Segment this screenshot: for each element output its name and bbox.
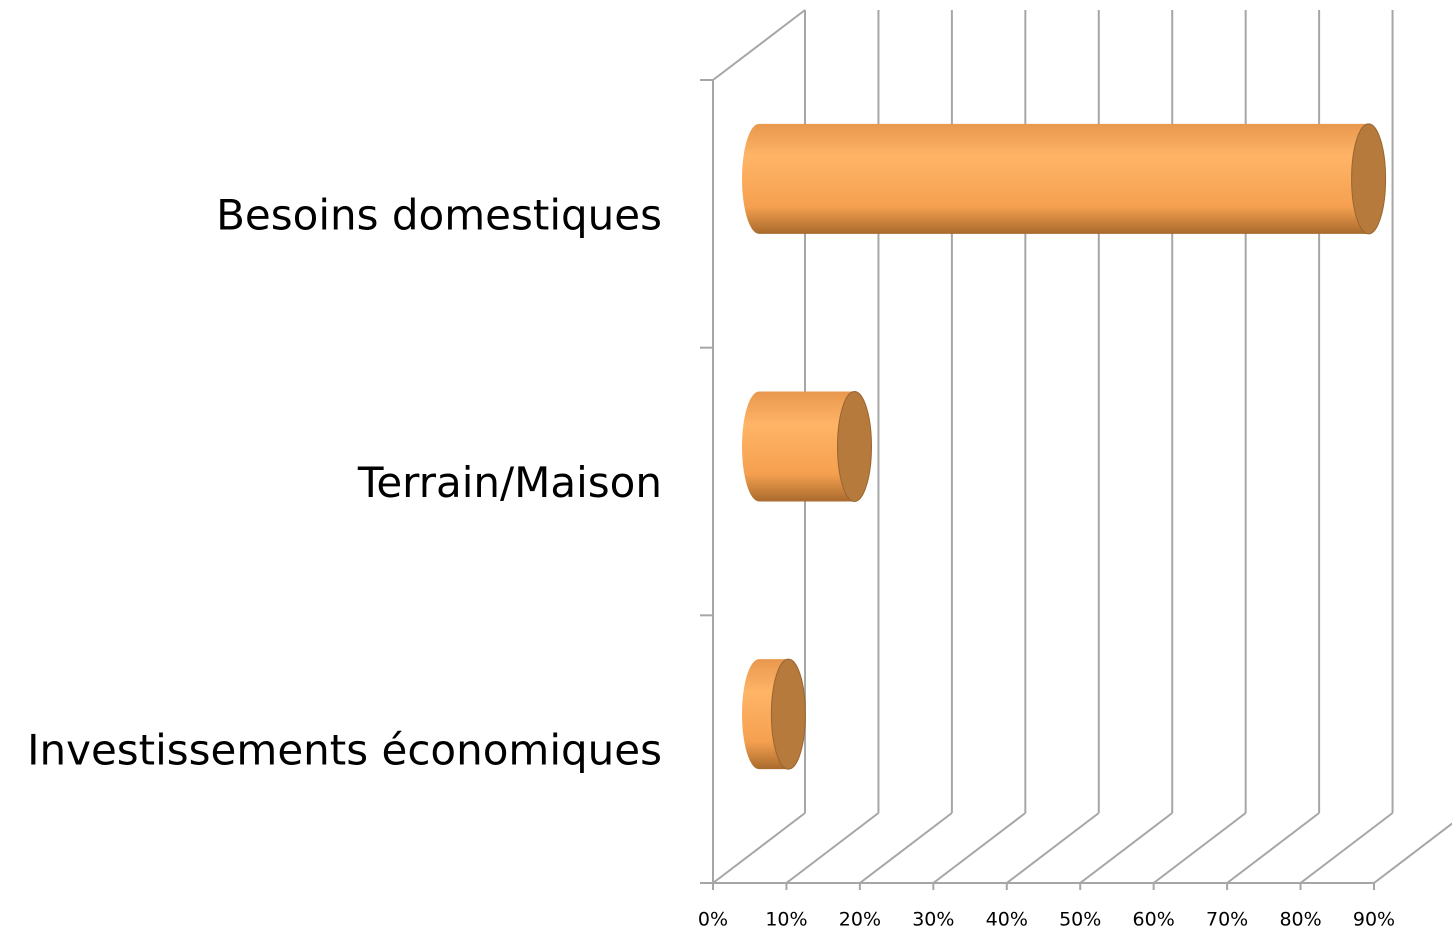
x-tick-label: 80% bbox=[1279, 909, 1321, 931]
grid-line bbox=[785, 812, 880, 884]
grid-line bbox=[859, 812, 953, 884]
y-tick-label: Investissements économiques bbox=[27, 726, 662, 775]
y-tick-label: Besoins domestiques bbox=[216, 190, 662, 239]
x-tick-label: 70% bbox=[1206, 909, 1248, 931]
x-tick-label: 20% bbox=[839, 909, 881, 931]
plot-area: 0% 10% 20% 30% 40% 50% 60% 70% 80% 90% Besoins dom… bbox=[27, 9, 1452, 931]
y-tick-label: Terrain/Maison bbox=[357, 458, 662, 507]
grid-line bbox=[1299, 812, 1394, 884]
grid-line bbox=[1079, 812, 1173, 884]
bar-cap bbox=[770, 658, 806, 770]
grid-line bbox=[712, 812, 806, 884]
grid-line bbox=[1373, 822, 1452, 884]
axis-line bbox=[712, 9, 806, 81]
grid-line bbox=[932, 812, 1026, 884]
x-tick-label: 10% bbox=[765, 909, 807, 931]
bar bbox=[742, 391, 872, 502]
bar-cap bbox=[1351, 123, 1387, 235]
bar bbox=[742, 123, 1386, 234]
x-tick-label: 30% bbox=[912, 909, 954, 931]
x-tick-label: 0% bbox=[698, 909, 728, 931]
grid-line bbox=[1153, 812, 1247, 884]
x-tick-label: 60% bbox=[1133, 909, 1175, 931]
bar-cap bbox=[836, 391, 872, 502]
grid-line bbox=[1226, 812, 1320, 884]
x-tick-label: 40% bbox=[986, 909, 1028, 931]
grid-line bbox=[1006, 812, 1100, 884]
x-tick-label: 50% bbox=[1059, 909, 1101, 931]
x-tick-label: 90% bbox=[1353, 909, 1395, 931]
